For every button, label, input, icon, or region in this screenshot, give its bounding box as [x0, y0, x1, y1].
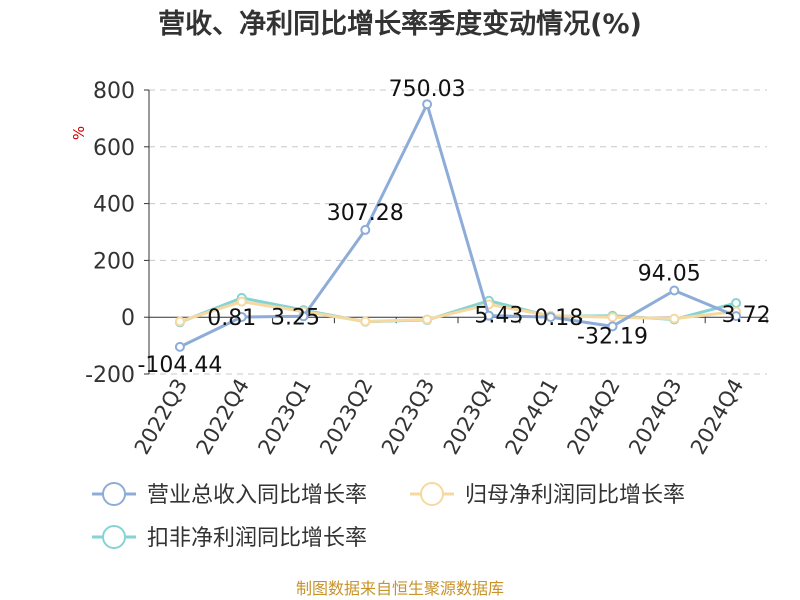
data-point	[298, 311, 309, 322]
legend-label: 归母净利润同比增长率	[465, 483, 685, 508]
data-point	[174, 341, 185, 352]
data-point	[174, 316, 185, 327]
y-tick-label: 400	[93, 193, 135, 218]
x-tick-label: 2023Q1	[253, 375, 315, 459]
data-label: 307.28	[327, 201, 404, 226]
legend-marker	[102, 482, 126, 506]
data-point	[422, 99, 433, 110]
y-tick-label: -200	[85, 363, 135, 388]
data-point	[669, 285, 680, 296]
y-tick-label: 0	[121, 306, 135, 331]
data-point	[545, 312, 556, 323]
data-point	[422, 314, 433, 325]
data-label: 750.03	[389, 77, 466, 102]
data-point	[360, 316, 371, 327]
x-tick-label: 2022Q3	[130, 375, 192, 459]
x-tick-label: 2022Q4	[192, 375, 254, 459]
y-axis-unit: %	[70, 126, 88, 140]
x-tick-label: 2023Q4	[439, 375, 501, 459]
series-lines	[174, 99, 742, 352]
x-tick-label: 2023Q2	[315, 375, 377, 459]
grid-lines	[149, 89, 767, 375]
data-point	[236, 296, 247, 307]
data-labels: -104.44 0.81 3.25 307.28 750.03 5.43 0.18-32.1…	[137, 77, 770, 378]
source-note: 制图数据来自恒生聚源数据库	[296, 579, 504, 598]
data-label: 0.81	[207, 306, 256, 331]
legend-marker	[102, 525, 126, 549]
legend-label: 营业总收入同比增长率	[147, 483, 367, 508]
x-tick-label: 2024Q3	[624, 375, 686, 459]
x-tick-labels: 2022Q3 2022Q4 2023Q1 2023Q2 2023Q3 2023Q4 2024…	[130, 374, 749, 458]
data-point	[607, 312, 618, 323]
y-tick-label: 800	[93, 79, 135, 104]
chart-title: 营收、净利同比增长率季度变动情况(%)	[158, 8, 642, 40]
data-point	[236, 311, 247, 322]
data-point	[731, 311, 742, 322]
data-label: 5.43	[474, 304, 523, 329]
y-tick-labels: 800 600 400 200 0 -200	[85, 79, 135, 388]
legend-label: 扣非净利润同比增长率	[147, 526, 367, 551]
data-point	[360, 224, 371, 235]
data-label: 3.72	[722, 303, 771, 328]
data-label: 94.05	[638, 261, 701, 286]
data-point	[607, 321, 618, 332]
axes	[144, 89, 768, 375]
data-point	[483, 310, 494, 321]
data-label: -32.19	[577, 324, 648, 349]
x-tick-label: 2024Q4	[686, 375, 748, 459]
y-tick-label: 600	[93, 136, 135, 161]
data-label: 3.25	[271, 305, 320, 330]
x-tick-label: 2023Q3	[377, 374, 439, 458]
y-tick-label: 200	[93, 249, 135, 274]
x-tick-label: 2024Q2	[562, 375, 624, 459]
x-tick-label: 2024Q1	[501, 375, 563, 459]
legend-marker	[420, 482, 444, 506]
series-line	[179, 102, 737, 349]
data-point	[669, 313, 680, 324]
data-label: -104.44	[137, 353, 222, 378]
data-label: 0.18	[534, 306, 583, 331]
series-line	[179, 300, 737, 323]
